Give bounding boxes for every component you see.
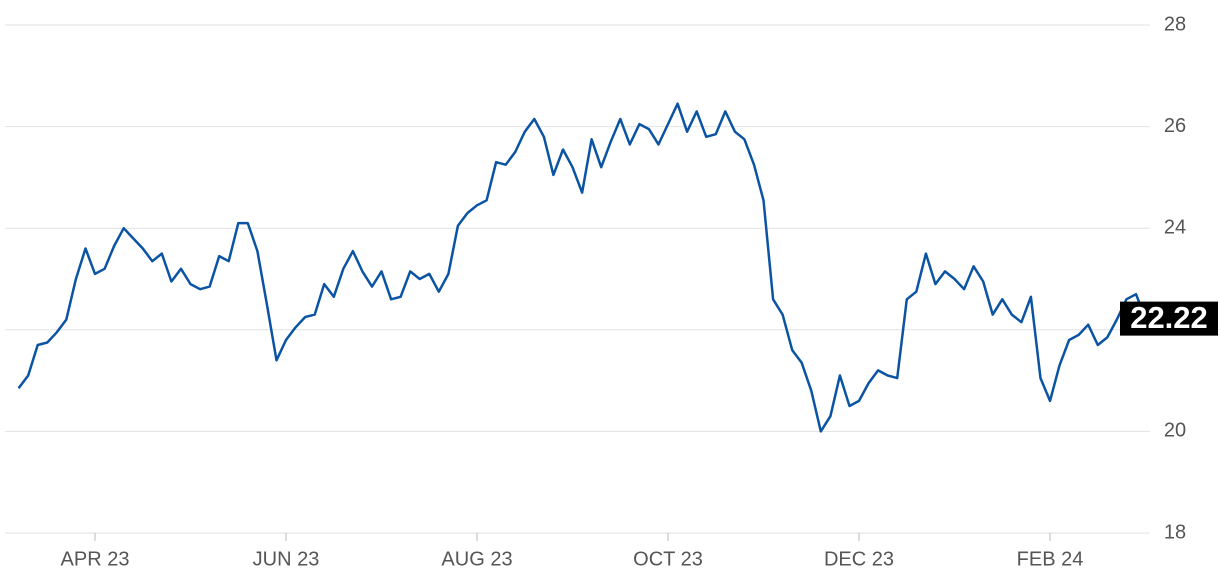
last-value-box xyxy=(1120,301,1218,336)
last-value-label: 22.22 xyxy=(1130,300,1208,335)
y-tick-label: 20 xyxy=(1164,420,1186,442)
x-tick-label: JUN 23 xyxy=(253,548,320,570)
x-tick-label: FEB 24 xyxy=(1017,548,1084,570)
y-tick-label: 26 xyxy=(1164,115,1186,137)
y-tick-label: 24 xyxy=(1164,216,1186,238)
x-tick-label: APR 23 xyxy=(61,548,130,570)
x-tick-label: OCT 23 xyxy=(633,548,703,570)
price-line xyxy=(17,102,1147,433)
x-tick-label: DEC 23 xyxy=(824,548,894,570)
y-tick-label: 28 xyxy=(1164,13,1186,35)
x-tick-label: AUG 23 xyxy=(441,548,512,570)
y-tick-label: 18 xyxy=(1164,521,1186,543)
